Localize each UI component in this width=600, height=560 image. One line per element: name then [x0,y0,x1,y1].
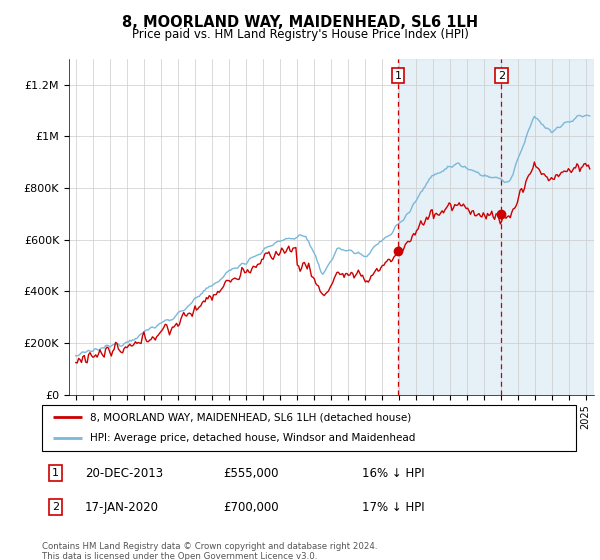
Text: 20-DEC-2013: 20-DEC-2013 [85,466,163,479]
Text: 1: 1 [394,71,401,81]
Text: 8, MOORLAND WAY, MAIDENHEAD, SL6 1LH (detached house): 8, MOORLAND WAY, MAIDENHEAD, SL6 1LH (de… [90,412,412,422]
Text: Price paid vs. HM Land Registry's House Price Index (HPI): Price paid vs. HM Land Registry's House … [131,28,469,41]
Text: £700,000: £700,000 [224,501,279,514]
Text: 16% ↓ HPI: 16% ↓ HPI [362,466,425,479]
Text: 17-JAN-2020: 17-JAN-2020 [85,501,159,514]
Text: 2: 2 [497,71,505,81]
Text: £555,000: £555,000 [224,466,279,479]
Text: 17% ↓ HPI: 17% ↓ HPI [362,501,425,514]
Text: HPI: Average price, detached house, Windsor and Maidenhead: HPI: Average price, detached house, Wind… [90,433,415,444]
FancyBboxPatch shape [42,405,576,451]
Bar [398,59,594,395]
Text: 1: 1 [52,468,59,478]
Text: 2: 2 [52,502,59,512]
Text: 8, MOORLAND WAY, MAIDENHEAD, SL6 1LH: 8, MOORLAND WAY, MAIDENHEAD, SL6 1LH [122,15,478,30]
Text: Contains HM Land Registry data © Crown copyright and database right 2024.
This d: Contains HM Land Registry data © Crown c… [42,542,377,560]
